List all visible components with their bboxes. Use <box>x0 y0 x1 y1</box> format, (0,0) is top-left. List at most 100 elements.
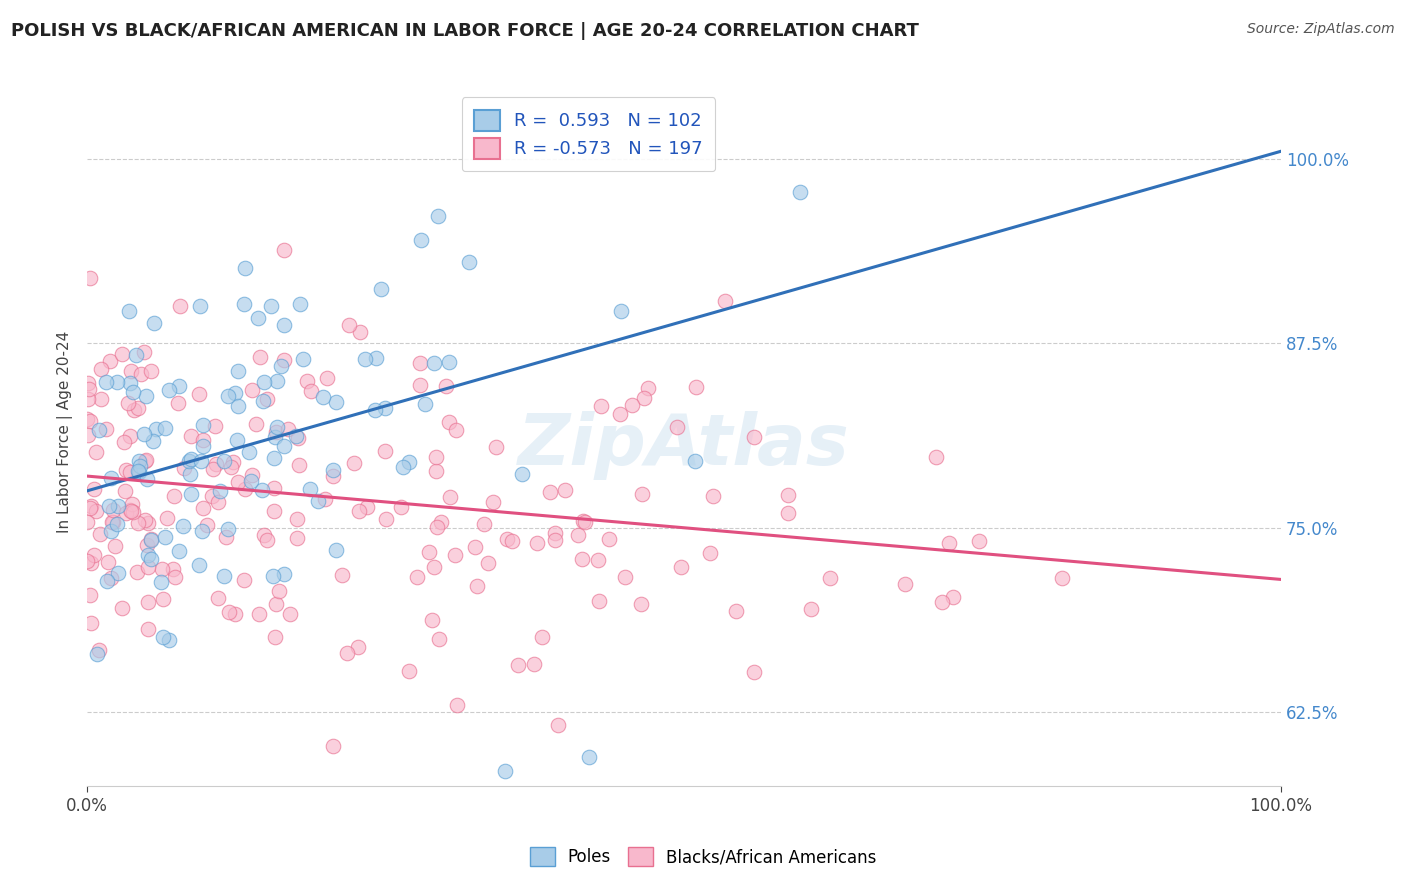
Point <box>389 500 412 515</box>
Point <box>79 382 101 396</box>
Point <box>139 364 162 378</box>
Point <box>325 542 347 557</box>
Point <box>264 425 287 439</box>
Point <box>233 482 256 496</box>
Point <box>157 383 180 397</box>
Point <box>287 431 309 445</box>
Point <box>129 368 152 382</box>
Point <box>263 481 285 495</box>
Point <box>406 570 429 584</box>
Point <box>239 474 262 488</box>
Point <box>169 300 191 314</box>
Point <box>145 422 167 436</box>
Point <box>204 418 226 433</box>
Point <box>420 613 443 627</box>
Point <box>263 503 285 517</box>
Point <box>702 489 724 503</box>
Point <box>94 422 117 436</box>
Point <box>127 401 149 415</box>
Point <box>76 412 98 426</box>
Point <box>100 516 122 530</box>
Point <box>136 595 159 609</box>
Point <box>256 533 278 547</box>
Point <box>316 370 339 384</box>
Point <box>288 458 311 472</box>
Point <box>437 354 460 368</box>
Point <box>364 403 387 417</box>
Point <box>685 453 707 467</box>
Point <box>217 522 239 536</box>
Point <box>167 544 190 558</box>
Point <box>263 450 285 465</box>
Point <box>134 512 156 526</box>
Point <box>724 604 747 618</box>
Point <box>240 468 263 483</box>
Point <box>94 375 117 389</box>
Point <box>264 430 287 444</box>
Point <box>572 514 595 528</box>
Point <box>1050 571 1073 585</box>
Point <box>107 566 129 581</box>
Point <box>437 415 460 429</box>
Point <box>79 271 101 285</box>
Point <box>430 515 453 529</box>
Point <box>188 387 211 401</box>
Point <box>620 398 643 412</box>
Point <box>89 526 111 541</box>
Point <box>83 548 105 562</box>
Point <box>278 607 301 622</box>
Point <box>120 429 142 443</box>
Point <box>120 503 142 517</box>
Point <box>173 460 195 475</box>
Point <box>100 524 122 538</box>
Point <box>122 384 145 399</box>
Point <box>273 439 295 453</box>
Point <box>446 698 468 712</box>
Point <box>190 454 212 468</box>
Point <box>252 393 274 408</box>
Point <box>253 528 276 542</box>
Point <box>409 377 432 392</box>
Point <box>938 536 960 550</box>
Point <box>208 484 231 499</box>
Point <box>894 576 917 591</box>
Point <box>325 394 347 409</box>
Point <box>253 375 276 389</box>
Point <box>79 501 101 516</box>
Point <box>482 495 505 509</box>
Point <box>79 414 101 428</box>
Point <box>336 646 359 660</box>
Y-axis label: In Labor Force | Age 20-24: In Labor Force | Age 20-24 <box>58 331 73 533</box>
Point <box>122 505 145 519</box>
Point <box>256 392 278 406</box>
Point <box>214 569 236 583</box>
Point <box>458 255 481 269</box>
Point <box>439 490 461 504</box>
Point <box>298 482 321 496</box>
Point <box>444 423 467 437</box>
Point <box>114 483 136 498</box>
Point <box>423 560 446 574</box>
Point <box>195 518 218 533</box>
Point <box>586 553 609 567</box>
Point <box>135 472 157 486</box>
Point <box>398 455 420 469</box>
Point <box>167 396 190 410</box>
Point <box>218 605 240 619</box>
Point <box>97 555 120 569</box>
Point <box>285 512 308 526</box>
Point <box>273 353 295 368</box>
Point <box>530 630 553 644</box>
Point <box>374 512 396 526</box>
Point <box>418 544 440 558</box>
Point <box>153 421 176 435</box>
Point <box>233 296 256 310</box>
Point <box>409 356 432 370</box>
Point <box>201 462 224 476</box>
Point <box>107 499 129 513</box>
Point <box>152 591 174 606</box>
Point <box>322 469 344 483</box>
Point <box>578 749 600 764</box>
Legend: R =  0.593   N = 102, R = -0.573   N = 197: R = 0.593 N = 102, R = -0.573 N = 197 <box>461 97 716 171</box>
Point <box>200 489 222 503</box>
